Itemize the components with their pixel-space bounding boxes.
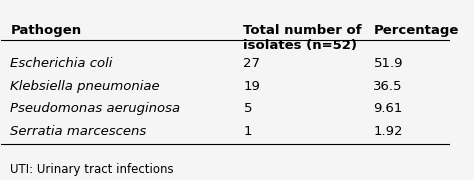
Text: Klebsiella pneumoniae: Klebsiella pneumoniae — [10, 80, 160, 93]
Text: Total number of
isolates (n=52): Total number of isolates (n=52) — [244, 24, 362, 52]
Text: 9.61: 9.61 — [374, 102, 403, 115]
Text: 36.5: 36.5 — [374, 80, 403, 93]
Text: 1.92: 1.92 — [374, 125, 403, 138]
Text: 19: 19 — [244, 80, 260, 93]
Text: UTI: Urinary tract infections: UTI: Urinary tract infections — [10, 163, 174, 176]
Text: Escherichia coli: Escherichia coli — [10, 57, 113, 70]
Text: 27: 27 — [244, 57, 261, 70]
Text: Percentage: Percentage — [374, 24, 459, 37]
Text: 1: 1 — [244, 125, 252, 138]
Text: 51.9: 51.9 — [374, 57, 403, 70]
Text: Pathogen: Pathogen — [10, 24, 82, 37]
Text: Pseudomonas aeruginosa: Pseudomonas aeruginosa — [10, 102, 181, 115]
Text: Serratia marcescens: Serratia marcescens — [10, 125, 146, 138]
Text: 5: 5 — [244, 102, 252, 115]
